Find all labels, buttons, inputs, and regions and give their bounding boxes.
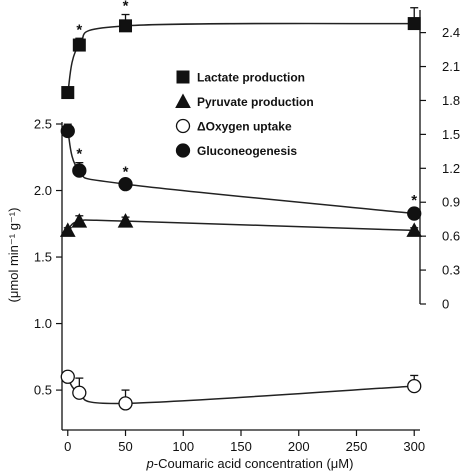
data-point — [118, 176, 133, 192]
legend-label: Lactate production — [197, 71, 305, 85]
x-axis-label-italic: p — [146, 456, 154, 471]
data-point — [59, 222, 76, 237]
data-point — [119, 19, 133, 33]
legend-label: Pyruvate production — [197, 95, 314, 109]
data-point — [72, 385, 87, 400]
legend-marker — [175, 118, 191, 134]
left-tick-label: 1.0 — [34, 316, 52, 331]
x-axis-label-rest: -Coumaric acid concentration (μM) — [154, 456, 354, 471]
data-point — [72, 163, 87, 178]
legend-label: ΔOxygen uptake — [197, 120, 292, 134]
left-tick-label: 1.5 — [34, 250, 52, 265]
right-tick-label: 0.3 — [442, 263, 460, 278]
tick-marks: 0.5 1.0 1.5 2.0 2.5 0 0.3 0.6 0.9 1.2 1.5 1.8 2.1 2.4… — [34, 25, 460, 454]
right-tick-label: 0.6 — [442, 229, 460, 244]
right-tick-label: 1.2 — [442, 161, 460, 176]
data-point — [60, 123, 75, 139]
significance-star: * — [123, 164, 129, 181]
data-point — [61, 86, 75, 100]
x-axis-label: p-Coumaric acid concentration (μM) — [146, 456, 354, 471]
series-2 — [60, 369, 422, 411]
data-point — [407, 17, 421, 31]
right-tick-label: 2.4 — [442, 25, 460, 40]
significance-star: * — [411, 0, 417, 8]
data-point — [117, 213, 134, 228]
right-tick-label: 1.5 — [442, 127, 460, 142]
plot-area: * * * * * * — [59, 0, 423, 411]
left-tick-label: 2.5 — [34, 117, 52, 132]
x-tick-label: 250 — [346, 439, 368, 454]
legend: Lactate production Pyruvate production ΔOx… — [175, 70, 314, 158]
series-line — [67, 22, 415, 93]
data-point — [71, 213, 88, 228]
data-point — [60, 369, 75, 384]
series-1 — [59, 213, 423, 237]
right-tick-label: 2.1 — [442, 59, 460, 74]
data-point — [407, 206, 422, 221]
significance-star: * — [411, 192, 417, 209]
legend-marker — [175, 93, 191, 108]
legend-marker — [176, 70, 190, 84]
x-tick-label: 200 — [288, 439, 310, 454]
legend-label: Gluconeogenesis — [197, 144, 297, 158]
y-axis-label: (μmol min⁻¹ g⁻¹) — [6, 208, 21, 303]
data-point — [72, 38, 86, 52]
x-tick-label: 300 — [403, 439, 425, 454]
series-line — [67, 219, 415, 232]
series-0: * * * — [61, 0, 421, 100]
x-tick-label: 150 — [230, 439, 252, 454]
right-tick-label: 0 — [442, 297, 449, 312]
significance-star: * — [76, 21, 82, 38]
left-tick-label: 0.5 — [34, 383, 52, 398]
data-point — [118, 396, 133, 411]
significance-star: * — [76, 146, 82, 163]
legend-marker — [175, 143, 191, 158]
data-point — [407, 378, 422, 394]
x-tick-label: 50 — [118, 439, 132, 454]
x-tick-label: 0 — [64, 439, 71, 454]
right-tick-label: 0.9 — [442, 195, 460, 210]
x-tick-label: 100 — [172, 439, 194, 454]
series-3: * * * — [60, 123, 422, 221]
left-tick-label: 2.0 — [34, 183, 52, 198]
right-tick-label: 1.8 — [442, 93, 460, 108]
significance-star: * — [123, 0, 129, 15]
data-point — [406, 222, 423, 237]
